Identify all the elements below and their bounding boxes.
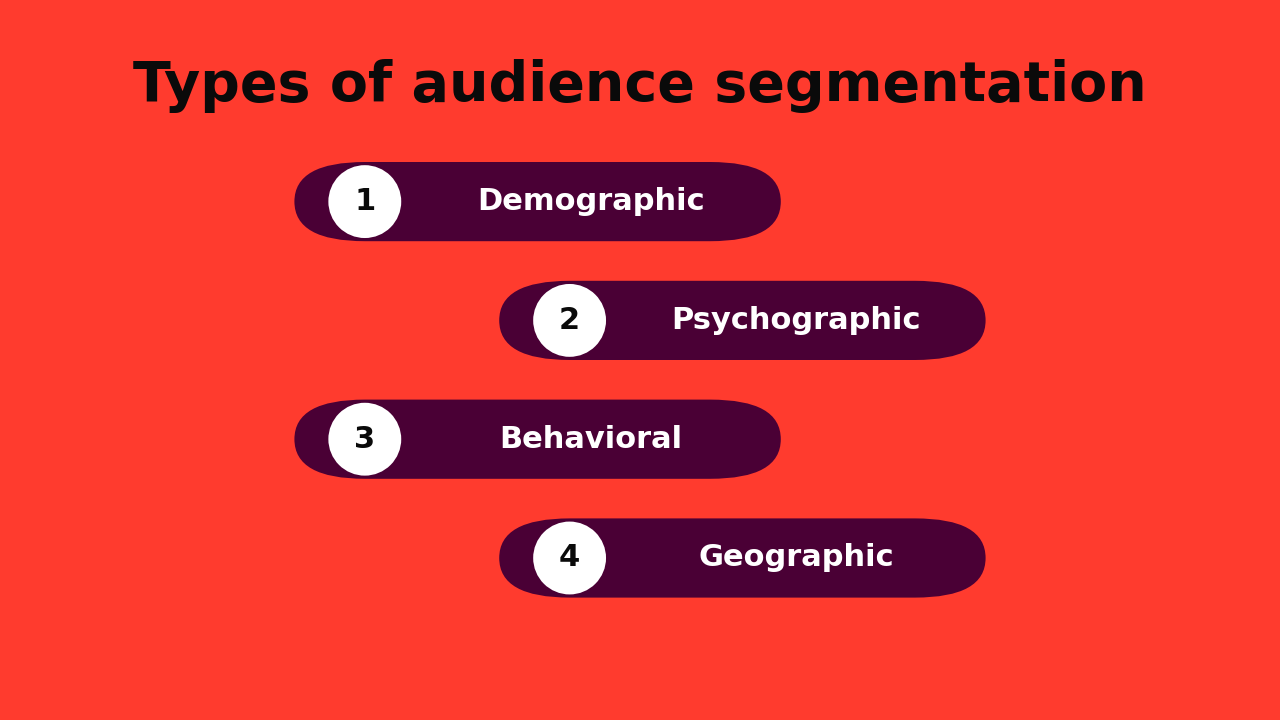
Text: 3: 3	[355, 425, 375, 454]
Ellipse shape	[534, 521, 605, 595]
Text: Types of audience segmentation: Types of audience segmentation	[133, 59, 1147, 113]
Text: 1: 1	[355, 187, 375, 216]
Ellipse shape	[329, 165, 401, 238]
FancyBboxPatch shape	[499, 518, 986, 598]
Text: Demographic: Demographic	[477, 187, 705, 216]
Ellipse shape	[534, 284, 605, 357]
FancyBboxPatch shape	[294, 162, 781, 241]
FancyBboxPatch shape	[499, 281, 986, 360]
Ellipse shape	[329, 402, 401, 476]
Text: 2: 2	[559, 306, 580, 335]
Text: Psychographic: Psychographic	[671, 306, 920, 335]
Text: 4: 4	[559, 544, 580, 572]
Text: Geographic: Geographic	[698, 544, 893, 572]
FancyBboxPatch shape	[294, 400, 781, 479]
Text: Behavioral: Behavioral	[499, 425, 682, 454]
